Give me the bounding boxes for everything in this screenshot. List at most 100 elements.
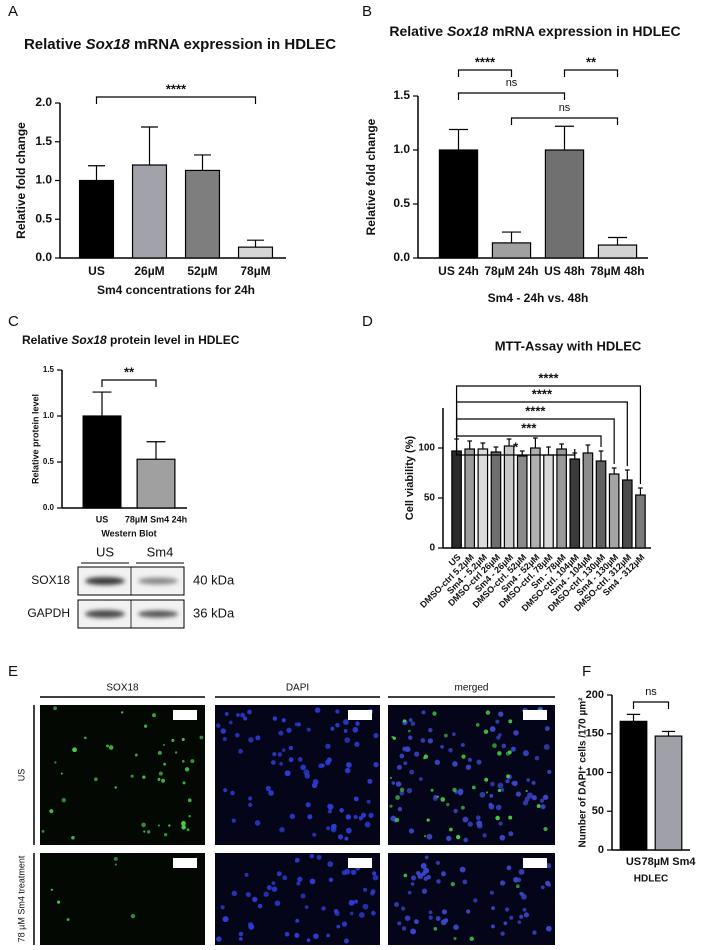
sox18-signal bbox=[161, 778, 166, 783]
nucleus bbox=[441, 909, 447, 915]
nucleus bbox=[279, 761, 283, 766]
significance-label: **** bbox=[166, 81, 187, 96]
chart-title: Relative Sox18 mRNA expression in HDLEC bbox=[389, 23, 680, 39]
sox18-signal bbox=[190, 759, 195, 764]
sox18-signal bbox=[54, 761, 57, 764]
nucleus bbox=[353, 796, 359, 802]
nucleus bbox=[462, 816, 469, 823]
nucleus bbox=[255, 735, 261, 741]
nucleus bbox=[426, 833, 433, 840]
sox18-signal bbox=[143, 724, 148, 728]
bar bbox=[503, 445, 515, 549]
nucleus bbox=[354, 899, 359, 904]
nucleus bbox=[522, 750, 529, 757]
y-tick-label: 50 bbox=[424, 493, 436, 504]
column-header: SOX18 bbox=[106, 683, 139, 694]
nucleus bbox=[423, 867, 430, 874]
sox18-signal bbox=[471, 785, 476, 790]
title-part: mRNA expression in HDLEC bbox=[488, 23, 680, 39]
nucleus bbox=[463, 837, 469, 843]
nucleus bbox=[479, 791, 486, 798]
nucleus bbox=[499, 880, 506, 886]
nucleus bbox=[247, 709, 252, 715]
sox18-signal bbox=[49, 809, 54, 814]
panel-letter: F bbox=[582, 663, 591, 680]
y-tick-label: 0.5 bbox=[43, 457, 55, 466]
sox18-signal bbox=[188, 815, 191, 818]
nucleus bbox=[352, 727, 359, 733]
lane-label: US bbox=[96, 544, 114, 559]
chart-title: MTT-Assay with HDLEC bbox=[495, 338, 642, 353]
nucleus bbox=[489, 890, 494, 895]
sox18-signal bbox=[152, 713, 156, 718]
nucleus bbox=[513, 730, 519, 736]
significance-label: **** bbox=[532, 386, 553, 401]
nucleus bbox=[427, 738, 434, 744]
nucleus bbox=[465, 764, 472, 770]
nucleus bbox=[515, 791, 522, 797]
x-tick-label: US bbox=[626, 856, 641, 868]
nucleus bbox=[410, 875, 417, 881]
blot-band bbox=[138, 577, 178, 585]
nucleus bbox=[355, 721, 360, 726]
error-bar bbox=[554, 125, 575, 150]
nucleus bbox=[335, 709, 340, 714]
sox18-signal bbox=[395, 795, 400, 800]
nucleus bbox=[254, 820, 261, 826]
x-tick-label: US bbox=[88, 264, 105, 278]
sox18-signal bbox=[113, 857, 118, 861]
y-tick-label: 50 bbox=[592, 805, 604, 817]
nucleus bbox=[526, 792, 533, 799]
y-tick-label: 1.5 bbox=[43, 365, 55, 374]
nucleus bbox=[341, 921, 348, 927]
error-bar bbox=[501, 231, 522, 243]
nucleus bbox=[337, 834, 344, 840]
significance-bracket bbox=[455, 435, 576, 456]
sox18-signal bbox=[142, 775, 146, 779]
nucleus bbox=[268, 790, 274, 796]
nucleus bbox=[489, 793, 494, 798]
sox18-signal bbox=[436, 795, 439, 798]
y-tick-label: 100 bbox=[418, 443, 435, 454]
nucleus bbox=[396, 764, 402, 770]
sox18-signal bbox=[402, 719, 407, 723]
nucleus bbox=[476, 759, 482, 765]
significance-label: **** bbox=[538, 370, 559, 385]
nucleus bbox=[326, 933, 330, 938]
nucleus bbox=[519, 891, 523, 896]
nucleus bbox=[436, 879, 441, 884]
sox18-signal bbox=[440, 797, 446, 802]
nucleus bbox=[418, 777, 423, 781]
nucleus bbox=[364, 821, 371, 828]
nucleus bbox=[288, 745, 294, 751]
nucleus bbox=[277, 752, 283, 757]
nucleus bbox=[505, 779, 510, 784]
micrograph bbox=[388, 705, 555, 845]
y-tick-label: 0 bbox=[598, 844, 604, 856]
y-tick-label: 0.0 bbox=[43, 503, 55, 512]
nucleus bbox=[296, 881, 301, 886]
nucleus bbox=[220, 905, 225, 910]
nucleus bbox=[300, 893, 306, 899]
nucleus bbox=[452, 761, 458, 767]
sox18-signal bbox=[71, 836, 75, 840]
sox18-signal bbox=[430, 788, 434, 792]
bar bbox=[490, 451, 502, 549]
nucleus bbox=[326, 757, 332, 763]
nucleus bbox=[215, 723, 221, 728]
sox18-signal bbox=[158, 771, 163, 776]
nucleus bbox=[542, 794, 549, 800]
nucleus bbox=[263, 891, 269, 897]
bar bbox=[654, 735, 683, 851]
y-tick-label: 200 bbox=[586, 689, 604, 701]
scale-bar bbox=[173, 858, 197, 868]
nucleus bbox=[330, 826, 337, 833]
sox18-signal bbox=[450, 881, 455, 887]
sox18-signal bbox=[432, 711, 437, 716]
nucleus bbox=[519, 914, 524, 919]
sox18-signal bbox=[146, 830, 151, 834]
nucleus bbox=[279, 826, 285, 833]
y-tick-label: 2.0 bbox=[35, 95, 52, 109]
nucleus bbox=[428, 915, 433, 920]
significance-label: * bbox=[513, 439, 519, 454]
